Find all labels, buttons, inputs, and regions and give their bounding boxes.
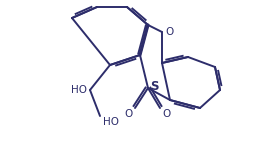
Text: O: O bbox=[165, 27, 173, 37]
Text: HO: HO bbox=[103, 117, 119, 127]
Text: S: S bbox=[150, 80, 158, 93]
Text: HO: HO bbox=[71, 85, 87, 95]
Text: O: O bbox=[162, 109, 170, 119]
Text: O: O bbox=[125, 109, 133, 119]
